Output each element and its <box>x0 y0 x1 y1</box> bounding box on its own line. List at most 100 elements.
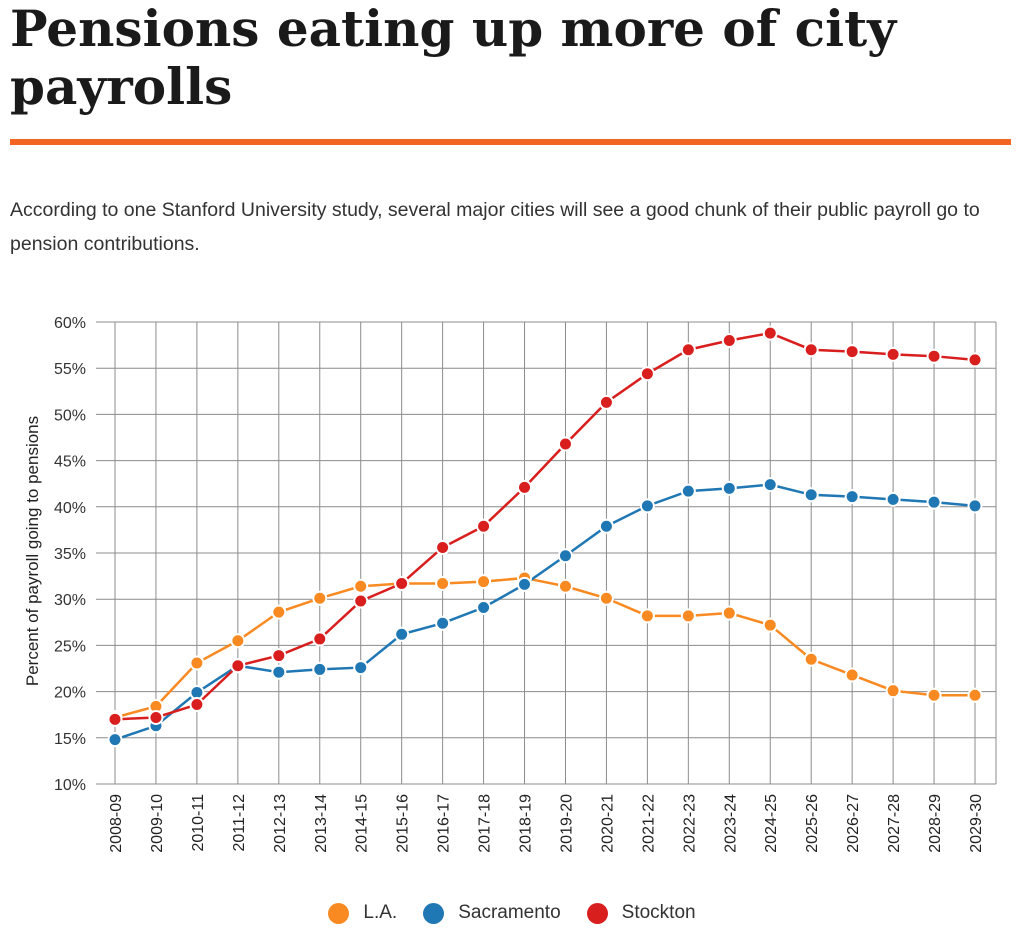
line-chart: 10% 15% 20% 25% 30% 35% 40% 45% 50% 55% 60% 2008-0… <box>23 315 997 853</box>
data-point-stockton[interactable] <box>312 631 328 647</box>
x-tick-label: 2012-13 <box>272 794 289 853</box>
y-tick-label: 10% <box>54 777 86 794</box>
data-point-stockton[interactable] <box>148 709 164 725</box>
data-point-stockton[interactable] <box>598 394 614 410</box>
x-tick-label: 2027-28 <box>886 794 903 853</box>
data-point-sacramento[interactable] <box>107 732 123 748</box>
x-tick-label: 2019-20 <box>558 794 575 853</box>
x-tick-label: 2017-18 <box>477 794 494 853</box>
data-point-stockton[interactable] <box>353 593 369 609</box>
y-tick-label: 15% <box>54 731 86 748</box>
x-tick-label: 2013-14 <box>313 794 330 853</box>
data-point-stockton[interactable] <box>844 344 860 360</box>
series-points <box>107 325 983 748</box>
x-tick-label: 2020-21 <box>599 794 616 853</box>
series-line-l-a <box>114 576 975 719</box>
x-tick-label: 2014-15 <box>354 794 371 853</box>
data-point-sacramento[interactable] <box>967 498 983 514</box>
data-point-l-a[interactable] <box>762 617 778 633</box>
x-tick-label: 2023-24 <box>722 794 739 853</box>
data-point-sacramento[interactable] <box>435 615 451 631</box>
y-tick-label: 35% <box>54 546 86 563</box>
y-tick-label: 60% <box>54 315 86 332</box>
x-tick-label: 2008-09 <box>108 794 125 853</box>
data-point-sacramento[interactable] <box>598 518 614 534</box>
x-tick-label: 2025-26 <box>804 794 821 853</box>
x-tick-label: 2021-22 <box>640 794 657 853</box>
y-axis-ticks: 10% 15% 20% 25% 30% 35% 40% 45% 50% 55% 60% <box>54 315 86 794</box>
data-point-sacramento[interactable] <box>353 660 369 676</box>
data-point-l-a[interactable] <box>844 667 860 683</box>
data-point-sacramento[interactable] <box>557 548 573 564</box>
legend-item-stockton[interactable]: Stockton <box>586 902 696 924</box>
data-point-sacramento[interactable] <box>639 498 655 514</box>
legend-swatch-icon <box>586 902 608 924</box>
data-point-l-a[interactable] <box>639 608 655 624</box>
data-point-sacramento[interactable] <box>517 576 533 592</box>
data-point-l-a[interactable] <box>967 687 983 703</box>
y-tick-label: 45% <box>54 454 86 471</box>
data-point-sacramento[interactable] <box>721 480 737 496</box>
legend-swatch-icon <box>423 902 445 924</box>
data-point-stockton[interactable] <box>803 342 819 358</box>
data-point-l-a[interactable] <box>885 683 901 699</box>
data-point-stockton[interactable] <box>271 648 287 664</box>
legend-item-sacramento[interactable]: Sacramento <box>423 902 561 924</box>
chart-grid <box>96 321 997 785</box>
data-point-stockton[interactable] <box>680 342 696 358</box>
data-point-l-a[interactable] <box>476 574 492 590</box>
x-tick-label: 2009-10 <box>149 794 166 853</box>
data-point-stockton[interactable] <box>189 697 205 713</box>
data-point-l-a[interactable] <box>312 590 328 606</box>
data-point-l-a[interactable] <box>721 605 737 621</box>
data-point-stockton[interactable] <box>926 348 942 364</box>
data-point-sacramento[interactable] <box>312 661 328 677</box>
y-tick-label: 25% <box>54 638 86 655</box>
legend-item-l-a[interactable]: L.A. <box>328 902 397 924</box>
data-point-l-a[interactable] <box>435 575 451 591</box>
data-point-l-a[interactable] <box>926 687 942 703</box>
chart-subtitle: According to one Stanford University stu… <box>10 199 980 255</box>
data-point-sacramento[interactable] <box>271 664 287 680</box>
data-point-sacramento[interactable] <box>844 489 860 505</box>
y-tick-label: 20% <box>54 685 86 702</box>
legend-label: L.A. <box>363 902 398 923</box>
x-tick-label: 2026-27 <box>845 794 862 853</box>
data-point-stockton[interactable] <box>639 366 655 382</box>
y-tick-label: 30% <box>54 592 86 609</box>
data-point-stockton[interactable] <box>435 539 451 555</box>
y-tick-label: 50% <box>54 407 86 424</box>
data-point-sacramento[interactable] <box>680 483 696 499</box>
series-line-sacramento <box>114 483 976 741</box>
data-point-l-a[interactable] <box>230 633 246 649</box>
data-point-sacramento[interactable] <box>803 487 819 503</box>
data-point-l-a[interactable] <box>353 578 369 594</box>
series-lines <box>114 331 976 741</box>
x-tick-label: 2011-12 <box>231 794 248 852</box>
data-point-stockton[interactable] <box>762 325 778 341</box>
data-point-stockton[interactable] <box>885 346 901 362</box>
data-point-stockton[interactable] <box>230 658 246 674</box>
data-point-l-a[interactable] <box>598 590 614 606</box>
chart-legend: L.A. Sacramento Stockton <box>0 902 1024 924</box>
data-point-stockton[interactable] <box>517 479 533 495</box>
x-tick-label: 2016-17 <box>436 794 453 853</box>
data-point-l-a[interactable] <box>271 604 287 620</box>
data-point-l-a[interactable] <box>803 651 819 667</box>
data-point-stockton[interactable] <box>476 518 492 534</box>
data-point-sacramento[interactable] <box>394 626 410 642</box>
data-point-l-a[interactable] <box>680 608 696 624</box>
data-point-stockton[interactable] <box>967 352 983 368</box>
data-point-sacramento[interactable] <box>476 600 492 616</box>
data-point-stockton[interactable] <box>107 711 123 727</box>
data-point-sacramento[interactable] <box>762 477 778 493</box>
data-point-l-a[interactable] <box>189 655 205 671</box>
data-point-sacramento[interactable] <box>885 491 901 507</box>
series-line-stockton <box>114 331 976 721</box>
data-point-stockton[interactable] <box>557 436 573 452</box>
data-point-stockton[interactable] <box>394 575 410 591</box>
data-point-sacramento[interactable] <box>926 494 942 510</box>
data-point-l-a[interactable] <box>557 578 573 594</box>
data-point-stockton[interactable] <box>721 332 737 348</box>
chart-title: Pensions eating up more of city payrolls <box>10 0 897 116</box>
